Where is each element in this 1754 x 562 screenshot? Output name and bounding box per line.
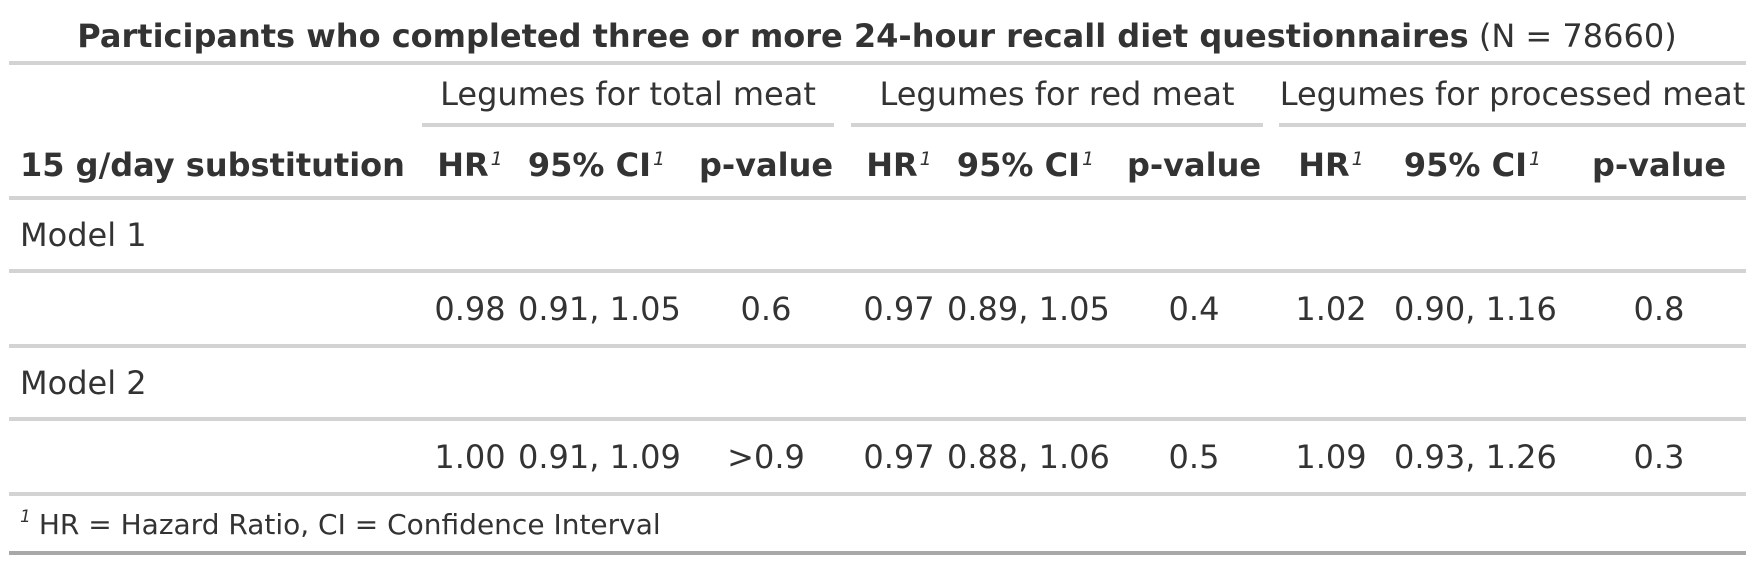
group-label-model-1: Model 1 (20, 216, 147, 254)
footnote-mark: 1 (20, 507, 31, 527)
cell-p-processed: 0.8 (1633, 290, 1685, 328)
spanner-red-meat: Legumes for red meat (879, 75, 1235, 113)
spanner-rule-processed-meat (1279, 123, 1746, 127)
col-header-hr-total-label: HR (437, 146, 489, 184)
rule-under-model-2-label (9, 417, 1746, 421)
cell-hr-total: 0.98 (434, 290, 506, 328)
rule-under-header (9, 196, 1746, 200)
cell-p-red: 0.5 (1168, 438, 1220, 476)
col-header-p-red: p-value (1126, 146, 1262, 184)
footnote-text: HR = Hazard Ratio, CI = Confidence Inter… (38, 508, 661, 541)
stub-header: 15 g/day substitution (20, 146, 405, 184)
col-header-ci-processed: 95% CI 1 (1394, 143, 1551, 187)
footnote-mark: 1 (919, 148, 932, 170)
footnote-mark: 1 (490, 148, 503, 170)
rule-above-footnote (9, 492, 1746, 496)
col-header-ci-total-label: 95% CI (527, 146, 652, 184)
cell-hr-processed: 1.09 (1295, 438, 1367, 476)
cell-p-total: 0.6 (740, 290, 792, 328)
footnote-mark: 1 (1529, 148, 1542, 170)
spanner-rule-red-meat (851, 123, 1263, 127)
cell-ci-total: 0.91, 1.09 (518, 438, 681, 476)
col-header-hr-processed: HR 1 (1283, 143, 1379, 187)
col-header-hr-red: HR 1 (851, 143, 947, 187)
footnote-mark: 1 (1082, 148, 1095, 170)
col-header-p-total: p-value (698, 146, 834, 184)
cell-ci-processed: 0.93, 1.26 (1394, 438, 1557, 476)
spanner-processed-meat: Legumes for processed meat (1279, 75, 1746, 113)
cell-ci-red: 0.89, 1.05 (947, 290, 1110, 328)
cell-hr-total: 1.00 (434, 438, 506, 476)
col-header-hr-processed-label: HR (1298, 146, 1350, 184)
col-header-ci-processed-label: 95% CI (1403, 146, 1528, 184)
col-header-ci-red-label: 95% CI (956, 146, 1081, 184)
table-footnote: 1 HR = Hazard Ratio, CI = Confidence Inte… (20, 505, 661, 545)
cell-ci-processed: 0.90, 1.16 (1394, 290, 1557, 328)
rule-top (9, 61, 1746, 65)
cell-p-processed: 0.3 (1633, 438, 1685, 476)
cell-hr-red: 0.97 (863, 290, 935, 328)
footnote-mark: 1 (653, 148, 666, 170)
table-title: Participants who completed three or more… (0, 14, 1754, 58)
rule-after-model-1 (9, 344, 1746, 348)
table-title-main: Participants who completed three or more… (77, 17, 1469, 55)
col-header-hr-total: HR 1 (422, 143, 518, 187)
cell-hr-red: 0.97 (863, 438, 935, 476)
col-header-ci-red: 95% CI 1 (947, 143, 1104, 187)
col-header-ci-total: 95% CI 1 (518, 143, 675, 187)
cell-p-red: 0.4 (1168, 290, 1220, 328)
group-label-model-2: Model 2 (20, 364, 147, 402)
spanner-total-meat: Legumes for total meat (440, 75, 816, 113)
cell-ci-total: 0.91, 1.05 (518, 290, 681, 328)
spanner-rule-total-meat (422, 123, 834, 127)
cell-hr-processed: 1.02 (1295, 290, 1367, 328)
footnote-mark: 1 (1351, 148, 1364, 170)
col-header-hr-red-label: HR (866, 146, 918, 184)
cell-ci-red: 0.88, 1.06 (947, 438, 1110, 476)
table-title-sample-size: (N = 78660) (1478, 17, 1677, 55)
rule-under-model-1-label (9, 269, 1746, 273)
rule-bottom (9, 551, 1746, 555)
cell-p-total: >0.9 (727, 438, 805, 476)
col-header-p-processed: p-value (1591, 146, 1727, 184)
